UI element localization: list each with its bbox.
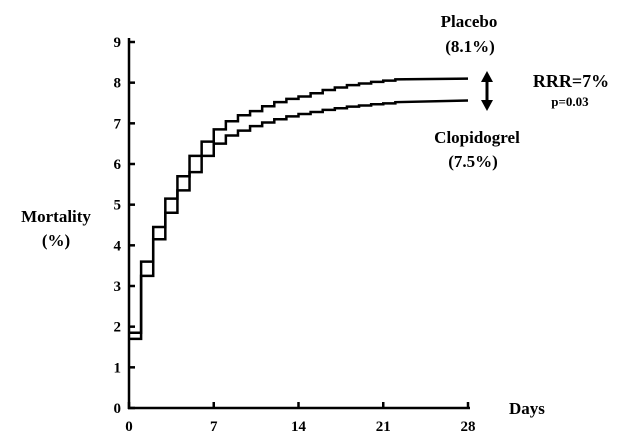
series-line-placebo (129, 77, 469, 335)
x-ticks: 0 7 14 21 28 (125, 402, 476, 435)
x-tick-label: 28 (461, 419, 476, 435)
x-tick-label: 7 (210, 419, 218, 435)
difference-arrow-icon (481, 71, 493, 111)
x-tick-label: 21 (376, 419, 391, 435)
y-tick-label: 8 (114, 76, 122, 92)
x-tick-label: 0 (125, 419, 133, 435)
y-tick-label: 3 (114, 279, 122, 295)
series-label-clopidogrel: Clopidogrel (434, 128, 520, 147)
y-tick-label: 5 (114, 198, 122, 214)
chart-axes (127, 38, 470, 410)
rrr-annotation: RRR=7% (533, 71, 609, 91)
y-tick-label: 7 (114, 116, 122, 132)
series-value-placebo: (8.1%) (445, 37, 495, 56)
x-axis-label: Days (509, 399, 545, 418)
y-axis-label-line2: (%) (42, 231, 70, 250)
y-tick-label: 0 (114, 401, 122, 417)
y-tick-label: 9 (114, 35, 122, 51)
series-group (129, 77, 469, 341)
p-value-annotation: p=0.03 (551, 94, 589, 109)
series-line-clopidogrel (129, 99, 469, 341)
y-tick-label: 4 (114, 238, 122, 254)
y-tick-label: 2 (114, 320, 122, 336)
y-axis-label-line1: Mortality (21, 207, 91, 226)
y-tick-label: 6 (114, 157, 122, 173)
y-tick-label: 1 (114, 360, 122, 376)
series-value-clopidogrel: (7.5%) (448, 152, 498, 171)
y-ticks: 0 1 2 3 4 5 6 7 8 9 (114, 35, 135, 417)
x-tick-label: 14 (291, 419, 307, 435)
series-label-placebo: Placebo (441, 12, 498, 31)
